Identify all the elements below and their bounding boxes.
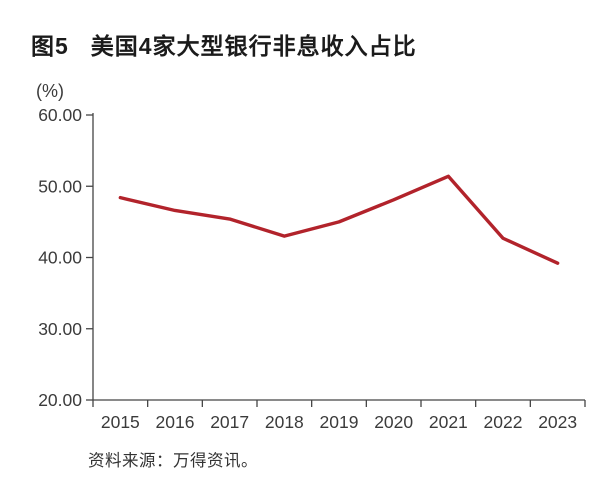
x-tick-label: 2021: [429, 412, 468, 432]
y-tick-label: 60.00: [38, 105, 82, 125]
y-tick-label: 30.00: [38, 319, 82, 339]
figure-title: 图5 美国4家大型银行非息收入占比: [31, 27, 417, 61]
x-tick-label: 2022: [484, 412, 523, 432]
x-tick-label: 2016: [156, 412, 195, 432]
x-tick-label: 2018: [265, 412, 304, 432]
figure-title-text: 美国4家大型银行非息收入占比: [90, 33, 417, 59]
figure-number: 图5: [31, 33, 69, 59]
y-axis-unit-label: (%): [36, 81, 64, 101]
source-note: 资料来源：万得资讯。: [88, 452, 258, 470]
y-tick-label: 50.00: [38, 176, 82, 196]
x-tick-label: 2015: [101, 412, 140, 432]
x-tick-label: 2020: [374, 412, 413, 432]
x-tick-label: 2023: [538, 412, 577, 432]
y-tick-label: 20.00: [38, 390, 82, 410]
y-tick-label: 40.00: [38, 248, 82, 268]
x-tick-label: 2017: [210, 412, 249, 432]
x-tick-label: 2019: [320, 412, 359, 432]
data-line-series: [118, 174, 560, 265]
